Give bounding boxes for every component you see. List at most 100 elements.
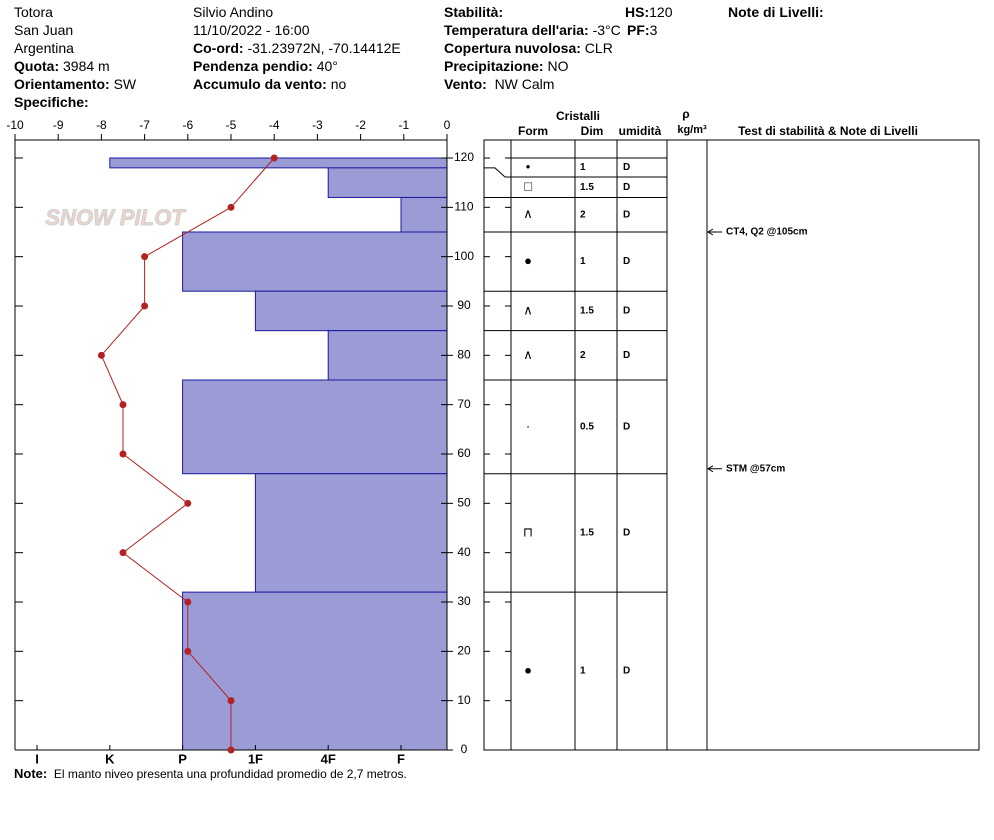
label: Precipitazione: xyxy=(444,58,544,74)
hardness-bar xyxy=(400,196,448,233)
crystal-form: ∧ xyxy=(523,347,533,362)
row-connector xyxy=(484,167,511,178)
moisture: D xyxy=(623,162,630,173)
label: Vento: xyxy=(444,76,487,92)
hardness-label: K xyxy=(105,751,115,766)
value: SW xyxy=(113,76,137,92)
header-rho-unit: kg/m³ xyxy=(677,124,707,136)
header-form: Form xyxy=(518,124,548,138)
hardness-bar xyxy=(109,157,448,169)
field: Orientamento: SW xyxy=(14,76,136,92)
layer-notes-title: Note di Livelli: xyxy=(728,4,824,20)
crystal-dim: 1.5 xyxy=(580,306,594,317)
crystal-form: · xyxy=(526,418,530,433)
y-tick-label: 50 xyxy=(457,496,471,510)
temperature-point xyxy=(141,302,149,310)
value: NO xyxy=(547,58,569,74)
x-tick-label: 0 xyxy=(444,118,451,132)
label: Note di Livelli: xyxy=(728,4,824,20)
moisture: D xyxy=(623,256,630,267)
value: no xyxy=(330,76,347,92)
label: Co-ord: xyxy=(193,40,244,56)
temperature-point xyxy=(227,697,235,705)
hardness-label: F xyxy=(397,751,405,766)
x-tick-label: -2 xyxy=(355,118,366,132)
temperature-point xyxy=(227,203,235,211)
label: Orientamento: xyxy=(14,76,110,92)
place: Argentina xyxy=(14,40,74,56)
header-crystals: Cristalli xyxy=(556,109,600,123)
temperature-point xyxy=(270,154,278,162)
observer: Silvio Andino xyxy=(193,4,274,20)
y-tick-label: 40 xyxy=(457,545,471,559)
field: Temperatura dell'aria: -3°C xyxy=(444,22,621,38)
header-rho: ρ xyxy=(682,107,689,121)
y-tick-label: 0 xyxy=(461,742,468,756)
y-tick-label: 80 xyxy=(457,348,471,362)
crystal-dim: 1.5 xyxy=(580,182,594,193)
temperature-point xyxy=(97,351,105,359)
value: 3 xyxy=(649,22,658,38)
hardness-bar xyxy=(327,167,448,198)
value: 40° xyxy=(316,58,338,74)
test-note: STM @57cm xyxy=(726,463,785,474)
value: -3°C xyxy=(592,22,621,38)
x-tick-label: -3 xyxy=(312,118,323,132)
crystal-form: ● xyxy=(524,253,532,268)
value: 120 xyxy=(649,4,673,20)
crystal-dim: 0.5 xyxy=(580,422,594,433)
x-tick-label: -7 xyxy=(139,118,150,132)
crystal-form: ● xyxy=(524,663,532,678)
temperature-point xyxy=(119,450,127,458)
x-tick-label: -10 xyxy=(6,118,24,132)
field: Vento: NW Calm xyxy=(444,76,554,92)
y-tick-label: 110 xyxy=(454,200,473,214)
y-tick-label: 100 xyxy=(454,249,474,263)
crystal-form: ∧ xyxy=(523,206,533,221)
value: NW Calm xyxy=(494,76,555,92)
x-tick-label: -5 xyxy=(226,118,237,132)
moisture: D xyxy=(623,666,630,677)
crystal-form: ⊓ xyxy=(523,524,533,539)
label: Note: xyxy=(14,766,48,781)
value: 3984 m xyxy=(63,58,110,74)
y-tick-label: 70 xyxy=(457,397,471,411)
field: Quota: 3984 m xyxy=(14,58,110,74)
field: Precipitazione: NO xyxy=(444,58,568,74)
value: CLR xyxy=(584,40,613,56)
y-tick-label: 120 xyxy=(454,150,474,164)
value: -31.23972N, -70.14412E xyxy=(247,40,401,56)
hardness-bar xyxy=(327,330,448,381)
value: El manto niveo presenta una profundidad … xyxy=(53,767,407,781)
label: Stabilità: xyxy=(444,4,504,20)
temperature-point xyxy=(184,598,192,606)
label: Pendenza pendio: xyxy=(193,58,313,74)
header-tests: Test di stabilità & Note di Livelli xyxy=(738,124,918,138)
field: HS:120 xyxy=(625,4,672,20)
temperature-point xyxy=(141,253,149,261)
place: Totora xyxy=(14,4,53,20)
temperature-point xyxy=(227,746,235,754)
label: Quota: xyxy=(14,58,60,74)
crystal-dim: 2 xyxy=(580,209,586,220)
crystal-dim: 1 xyxy=(580,666,586,677)
label: Specifiche: xyxy=(14,94,89,110)
x-tick-label: -1 xyxy=(398,118,409,132)
field: Co-ord: -31.23972N, -70.14412E xyxy=(193,40,401,56)
label: Copertura nuvolosa: xyxy=(444,40,581,56)
temperature-point xyxy=(119,549,127,557)
moisture: D xyxy=(623,306,630,317)
label: Temperatura dell'aria: xyxy=(444,22,589,38)
crystal-dim: 1 xyxy=(580,256,586,267)
y-tick-label: 60 xyxy=(457,446,471,460)
header-dim: Dim xyxy=(581,124,604,138)
field: Accumulo da vento: no xyxy=(193,76,346,92)
label: Accumulo da vento: xyxy=(193,76,327,92)
moisture: D xyxy=(623,182,630,193)
hardness-label: P xyxy=(178,751,187,766)
test-arrow xyxy=(707,228,722,236)
field: Stabilità: xyxy=(444,4,503,20)
crystal-form: ∧ xyxy=(523,302,533,317)
moisture: D xyxy=(623,528,630,539)
